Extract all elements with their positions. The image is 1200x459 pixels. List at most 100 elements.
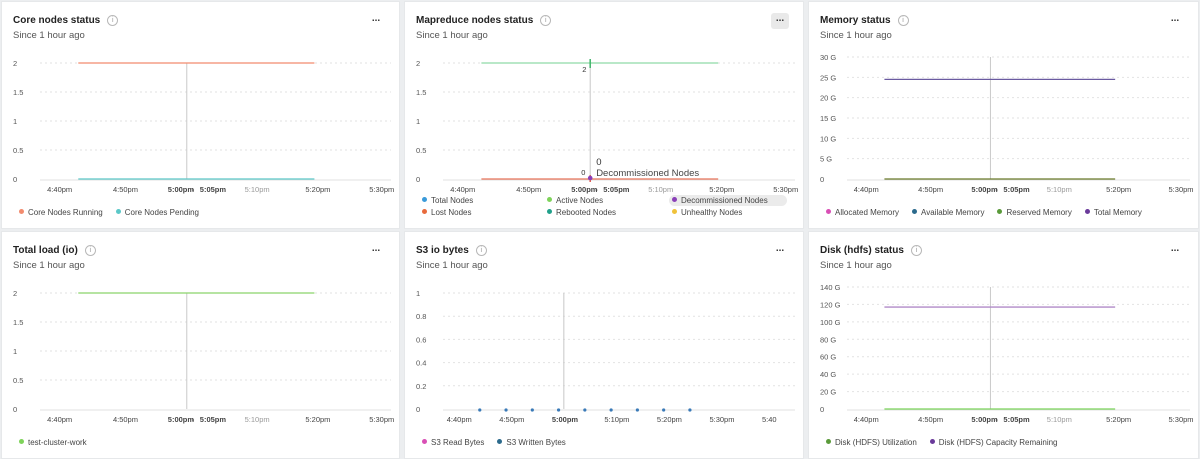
info-icon[interactable]: i [475,245,487,256]
x-tick-label: 5:05pm [1003,415,1030,424]
y-tick-label: 15 G [820,114,836,123]
legend-item[interactable]: Reserved Memory [994,207,1074,218]
legend-item[interactable]: S3 Read Bytes [419,437,487,448]
more-options-button[interactable]: ... [371,243,381,254]
legend-label: S3 Written Bytes [506,438,566,447]
x-tick-label: 5:10pm [604,415,629,424]
legend-dot-icon [497,439,503,445]
x-tick-label: 4:40pm [447,415,472,424]
x-tick-label: 5:20pm [305,185,330,194]
legend-item[interactable]: S3 Written Bytes [494,437,568,448]
x-tick-label: 5:30pm [369,415,394,424]
legend-label: Rebooted Nodes [556,208,617,217]
panel-title: S3 io bytes i [416,245,487,256]
chart-svg[interactable]: 2 1.5 1 0.5 0 4:40pm 4:50pm 5:00pm- 5:05pm 5:10pm… [2,2,400,229]
more-options-button[interactable]: ... [1170,13,1180,24]
legend-label: Available Memory [921,208,985,217]
legend-item[interactable]: Unhealthy Nodes [669,207,787,218]
y-tick-label: 1.5 [13,88,23,97]
x-tick-label: 5:10pm [1047,185,1072,194]
info-icon[interactable]: i [897,15,909,26]
legend-label: Unhealthy Nodes [681,208,743,217]
y-tick-label: 40 G [820,370,836,379]
x-tick-label: - [595,185,598,194]
x-tick-label: 4:50pm [918,415,943,424]
legend-item[interactable]: Lost Nodes [419,207,537,218]
y-tick-label: 25 G [820,73,836,82]
more-options-button[interactable]: ... [771,13,789,29]
y-tick-label: 1 [416,117,420,126]
tooltip-top-value: 2 [582,65,586,74]
data-point [530,408,534,412]
y-tick-label: 20 G [820,388,836,397]
panel-subtitle: Since 1 hour ago [820,260,892,271]
legend-item[interactable]: Disk (HDFS) Utilization [823,437,920,448]
legend-item[interactable]: test-cluster-work [16,437,90,448]
x-tick-label: 5:05pm [200,415,227,424]
x-tick-label: - [995,415,998,424]
y-tick-label: 1 [13,117,17,126]
more-options-button[interactable]: ... [775,243,785,254]
info-icon[interactable]: i [107,15,119,26]
legend-item[interactable]: Decommissioned Nodes [669,195,787,206]
y-tick-label: 1 [416,289,420,298]
chart-svg[interactable]: 2 1.5 1 0.5 0 4:40pm 4:50pm 5:00pm- 5:05pm 5:10pm… [2,232,400,459]
y-tick-label: 0.8 [416,312,426,321]
chart-legend: Total Nodes Active Nodes Decommissioned No… [419,195,794,218]
x-tick-label: 5:20pm [305,415,330,424]
legend-item[interactable]: Disk (HDFS) Capacity Remaining [927,437,1061,448]
data-point [478,408,482,412]
legend-item[interactable]: Allocated Memory [823,207,902,218]
data-point [556,408,561,412]
legend-label: S3 Read Bytes [431,438,485,447]
x-tick-label: 5:30pm [773,185,798,194]
x-tick-label: 5:20pm [657,415,682,424]
y-tick-label: 1 [13,347,17,356]
info-icon[interactable]: i [910,245,922,256]
chart-svg[interactable]: 1 0.8 0.6 0.4 0.2 0 4:40pm 4:50pm 5:00pm 5:10pm 5:… [405,232,804,459]
x-tick-label: 4:40pm [854,185,879,194]
more-options-button[interactable]: ... [1170,243,1180,254]
data-point [662,408,666,412]
legend-item[interactable]: Total Memory [1082,207,1145,218]
legend-dot-icon [547,209,552,215]
y-tick-label: 120 G [820,300,841,309]
info-icon[interactable]: i [540,15,552,26]
chart-legend: Allocated Memory Available Memory Reserved… [823,207,1152,218]
x-tick-label: 5:00pm [971,415,998,424]
panel-title: Mapreduce nodes status i [416,15,552,26]
y-tick-label: 20 G [820,94,836,103]
legend-dot-icon [422,209,427,215]
legend-item[interactable]: Core Nodes Pending [113,207,202,218]
legend-item[interactable]: Core Nodes Running [16,207,106,218]
panel-title: Disk (hdfs) status i [820,245,922,256]
legend-item[interactable]: Rebooted Nodes [544,207,662,218]
legend-item[interactable]: Active Nodes [544,195,662,206]
more-options-button[interactable]: ... [371,13,381,24]
x-tick-label: 4:40pm [854,415,879,424]
legend-label: Disk (HDFS) Capacity Remaining [938,438,1058,447]
legend-item[interactable]: Available Memory [909,207,987,218]
legend-dot-icon [547,197,552,203]
chart-svg[interactable]: 30 G 25 G 20 G 15 G 10 G 5 G 0 4:40pm 4:50pm 5:00… [809,2,1199,229]
panel-subtitle: Since 1 hour ago [13,260,85,271]
y-tick-label: 1.5 [13,318,23,327]
legend-label: Active Nodes [556,196,604,205]
data-point [583,408,587,412]
legend-label: Allocated Memory [835,208,900,217]
chart-svg[interactable]: 2 1.5 1 0.5 0 4:40pm 4:50pm 5:00pm- 5:05pm 5:10pm… [405,2,804,229]
x-tick-label: 5:10pm [245,185,270,194]
x-tick-label: 4:50pm [113,185,138,194]
legend-dot-icon [826,209,831,215]
x-tick-label: 5:20pm [1106,185,1131,194]
y-tick-label: 0.6 [416,335,426,344]
info-icon[interactable]: i [84,245,96,256]
x-tick-label: 5:30pm [1169,415,1194,424]
legend-label: Disk (HDFS) Utilization [835,438,917,447]
legend-item[interactable]: Total Nodes [419,195,537,206]
x-tick-label: 5:30pm [369,185,394,194]
chart-svg[interactable]: 140 G 120 G 100 G 80 G 60 G 40 G 20 G 0 4:40pm 4:… [809,232,1199,459]
y-tick-label: 0 [820,175,824,184]
legend-label: Core Nodes Pending [124,208,199,217]
chart-panel: Disk (hdfs) status i Since 1 hour ago ...… [808,231,1199,459]
